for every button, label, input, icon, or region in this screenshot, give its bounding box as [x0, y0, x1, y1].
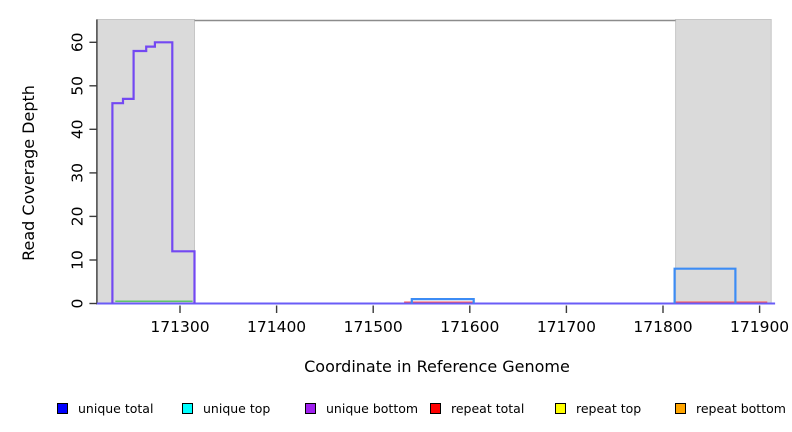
legend-item-repeat-bottom: repeat bottom — [675, 402, 786, 415]
legend-label: unique bottom — [326, 401, 419, 416]
y-tick-label: 30 — [69, 163, 87, 183]
x-axis-title: Coordinate in Reference Genome — [304, 357, 570, 376]
series-unique-total-bumps — [410, 267, 737, 304]
legend-item-unique-bottom: unique bottom — [305, 402, 418, 415]
y-tick-label: 0 — [69, 299, 87, 309]
x-tick-label: 171400 — [247, 318, 306, 336]
legend-swatch-unique-top — [182, 403, 193, 414]
legend-label: repeat top — [576, 401, 642, 416]
x-tick-label: 171600 — [440, 318, 499, 336]
x-tick-label: 171900 — [730, 318, 789, 336]
y-tick-label: 60 — [69, 32, 87, 52]
legend-swatch-repeat-top — [555, 403, 566, 414]
legend-item-unique-total: unique total — [57, 402, 153, 415]
x-tick-label: 171300 — [150, 318, 209, 336]
legend-item-repeat-total: repeat total — [430, 402, 524, 415]
x-tick-label: 171500 — [344, 318, 403, 336]
x-tick-label: 171700 — [537, 318, 596, 336]
legend-label: repeat bottom — [696, 401, 786, 416]
legend-swatch-repeat-total — [430, 403, 441, 414]
y-axis-title: Read Coverage Depth — [19, 85, 38, 261]
legend-swatch-unique-total — [57, 403, 68, 414]
legend-item-unique-top: unique top — [182, 402, 270, 415]
legend-label: unique total — [78, 401, 154, 416]
coverage-plot: 0 10 20 30 40 50 60 171300 171400 171500 171600 171… — [19, 19, 789, 376]
legend-label: unique top — [203, 401, 271, 416]
y-tick-label: 50 — [69, 76, 87, 96]
y-tick-label: 10 — [69, 250, 87, 270]
legend-item-repeat-top: repeat top — [555, 402, 641, 415]
repeat-region-shading — [675, 19, 772, 304]
y-tick-label: 20 — [69, 207, 87, 227]
legend-label: repeat total — [451, 401, 525, 416]
x-tick-label: 171800 — [633, 318, 692, 336]
series-unique-coverage-peak — [111, 41, 196, 304]
y-tick-label: 40 — [69, 119, 87, 139]
legend-swatch-unique-bottom — [305, 403, 316, 414]
legend-swatch-repeat-bottom — [675, 403, 686, 414]
